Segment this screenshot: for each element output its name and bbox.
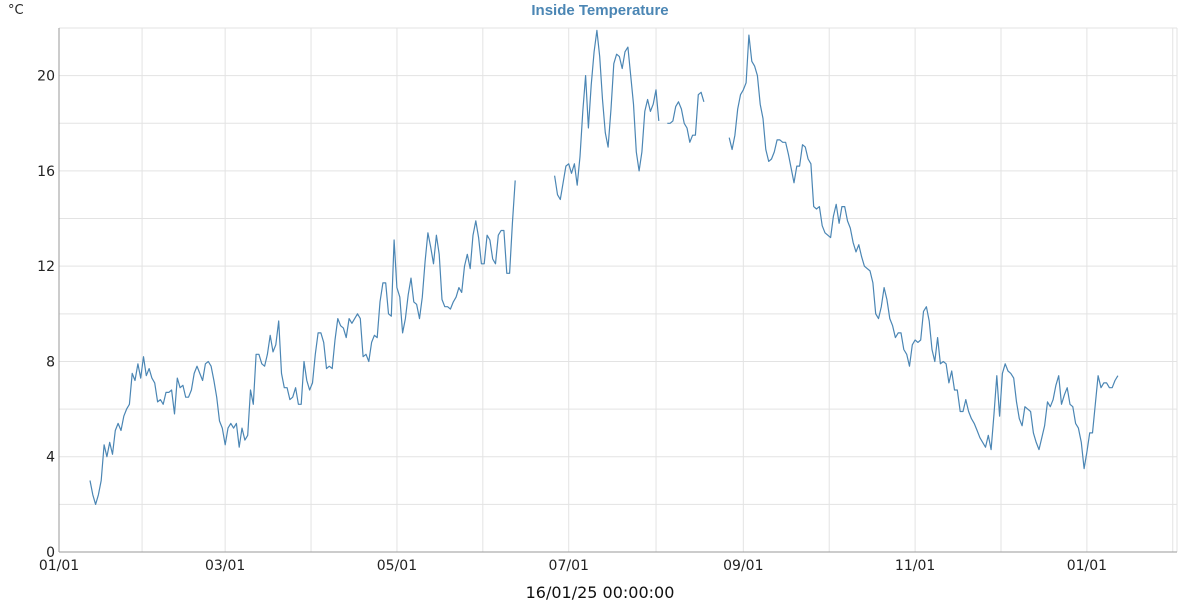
- y-tick-label: 8: [46, 354, 55, 370]
- x-tick-label: 07/01: [549, 558, 589, 574]
- grid-lines: [58, 27, 1178, 553]
- series-line-segment: [89, 180, 516, 505]
- y-tick-label: 20: [37, 69, 55, 85]
- x-tick-label: 01/01: [39, 558, 79, 574]
- x-axis-label: 16/01/25 00:00:00: [526, 583, 675, 600]
- x-tick-label: 11/01: [895, 558, 935, 574]
- x-tick-label: 03/01: [205, 558, 245, 574]
- y-tick-label: 16: [37, 164, 55, 180]
- series-line-segment: [667, 91, 705, 143]
- series-layer: [89, 29, 1119, 505]
- chart-title: Inside Temperature: [531, 2, 668, 19]
- series-line-segment: [554, 29, 660, 201]
- series-line-segment: [728, 34, 1119, 470]
- y-tick-label: 12: [37, 259, 55, 275]
- x-tick-label: 09/01: [723, 558, 763, 574]
- y-tick-label: 4: [46, 450, 55, 466]
- x-tick-label: 01/01: [1067, 558, 1107, 574]
- y-axis-unit-label: °C: [8, 3, 24, 18]
- y-tick-label: 0: [46, 545, 55, 561]
- axis-ticks: 0 4 8 12 16 20 01/01 03/01 05/01 07/01 09/01 11/01 0…: [37, 28, 1177, 574]
- x-tick-label: 05/01: [377, 558, 417, 574]
